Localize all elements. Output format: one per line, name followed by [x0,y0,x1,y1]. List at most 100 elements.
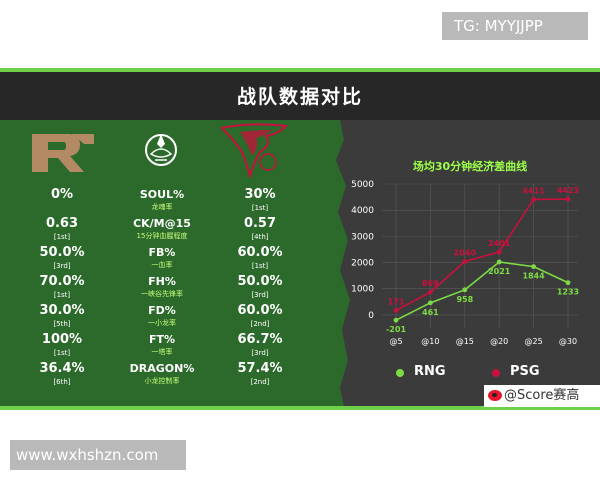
team-comparison-graphic: 战队数据对比 [0,68,600,410]
data-label-rng: 2021 [488,267,511,276]
x-tick-label: @30 [559,337,577,346]
metric-description: 一血率 [151,261,173,269]
gold-diff-chart: 0 1000 2000 3000 4000 5000 @5 @10 @15 @20 @25 @30 -2… [351,180,579,346]
y-tick-label: 3000 [351,232,374,242]
metric-name: FH% [148,275,176,288]
stat-row: 0.63 [1st] CK/M@15 15分钟血腥程度 0.57 [4th] [0,216,330,252]
series-line-psg [395,198,569,312]
data-label-psg: 2401 [488,239,511,248]
series-line-rng [395,261,569,321]
left-value: 0.63 [45,216,79,231]
data-label-psg: 2040 [454,248,477,257]
panel-background [0,120,600,406]
stat-row: 100% [1st] FT% 一塔率 66.7% [3rd] [0,332,330,368]
data-point-rng [531,264,536,270]
metric-name: SOUL% [139,188,185,201]
x-tick-label: @15 [456,337,474,346]
y-tick-label: 2000 [351,259,374,269]
metric-name: FD% [148,304,176,317]
y-tick-label: 5000 [351,180,374,190]
data-label-psg: 171 [388,297,405,306]
data-point-rng [462,287,468,293]
right-rank: [3rd] [251,349,269,357]
metric-name: DRAGON% [129,362,195,375]
header-bar [0,72,600,120]
weibo-icon [488,390,502,401]
legend-swatch-rng [396,369,404,377]
right-value: 60.0% [237,245,283,260]
right-rank: [3rd] [251,291,269,299]
metric-name: CK/M@15 [133,217,191,230]
stat-row: 70.0% [1st] FH% 一峡谷先锋率 50.0% [3rd] [0,274,330,310]
page-title: 战队数据对比 [236,86,363,108]
x-tick-label: @5 [389,337,402,346]
metric-description: 小龙控制率 [144,377,180,385]
top-accent-strip [0,68,600,72]
data-label-psg: 869 [422,279,439,288]
chart-title: 场均30分钟经济差曲线 [412,160,528,173]
data-label-rng: 958 [456,295,473,304]
right-rank: [1st] [251,262,269,270]
metric-description: 15分钟血腥程度 [136,232,188,240]
left-rank: [1st] [53,291,71,299]
data-label-psg: 4411 [522,186,545,195]
data-label-rng: -201 [386,325,406,334]
right-rank: [2nd] [250,320,270,328]
data-point-psg [496,249,502,255]
data-point-psg [565,196,571,202]
right-value: 66.7% [237,332,283,347]
data-point-psg [462,259,468,264]
data-point-psg [393,308,399,313]
left-value: 30.0% [39,303,85,318]
left-rank: [1st] [53,349,71,357]
bottom-accent-strip [0,406,600,410]
left-value: 50.0% [39,245,85,260]
x-tick-label: @20 [490,337,508,346]
left-value: 0% [50,187,74,202]
legend-label-rng: RNG [414,364,446,379]
data-label-psg: 4423 [557,186,579,195]
left-value: 70.0% [39,274,85,289]
right-rank: [2nd] [250,378,270,386]
metric-description: 龙魂率 [151,203,173,211]
left-rank: [5th] [53,320,71,328]
right-rank: [4th] [251,233,269,241]
data-label-rng: 461 [422,308,439,317]
data-label-rng: 1844 [522,272,545,281]
x-tick-label: @10 [421,337,439,346]
x-tick-label: @25 [525,337,543,346]
metric-description: 一塔率 [151,348,173,356]
data-point-rng [393,317,399,323]
stats-panel [0,120,600,406]
left-value: 36.4% [39,361,85,376]
weibo-credit: @Score赛高 [484,385,600,407]
data-label-rng: 1233 [557,288,579,297]
data-point-psg [531,197,536,202]
right-value: 57.4% [237,361,283,376]
data-point-rng [428,300,433,306]
data-point-psg [428,289,433,295]
right-value: 30% [244,187,276,202]
metric-description: 一峡谷先锋率 [141,290,183,298]
right-value: 60.0% [237,303,283,318]
right-value: 0.57 [243,216,277,231]
left-rank: [6th] [53,378,71,386]
y-tick-label: 4000 [351,206,374,216]
legend-label-psg: PSG [510,364,540,379]
left-rank: [1st] [53,233,71,241]
league-emblem-icon [145,134,177,166]
metric-name: FT% [148,333,176,346]
stat-row: 30.0% [5th] FD% 一小龙率 60.0% [2nd] [0,303,330,339]
legend-swatch-psg [492,369,500,377]
metric-name: FB% [148,246,176,259]
data-point-rng [565,280,571,286]
right-value: 50.0% [237,274,283,289]
right-rank: [1st] [251,204,269,212]
stat-row: 0% SOUL% 龙魂率 30% [1st] [0,187,330,223]
left-value: 100% [41,332,83,347]
watermark-bottom: www.wxhshzn.com [10,440,186,470]
data-point-rng [496,259,502,265]
stat-row: 50.0% [3rd] FB% 一血率 60.0% [1st] [0,245,330,281]
rng-logo [32,134,94,172]
credit-text: @Score赛高 [504,388,580,403]
